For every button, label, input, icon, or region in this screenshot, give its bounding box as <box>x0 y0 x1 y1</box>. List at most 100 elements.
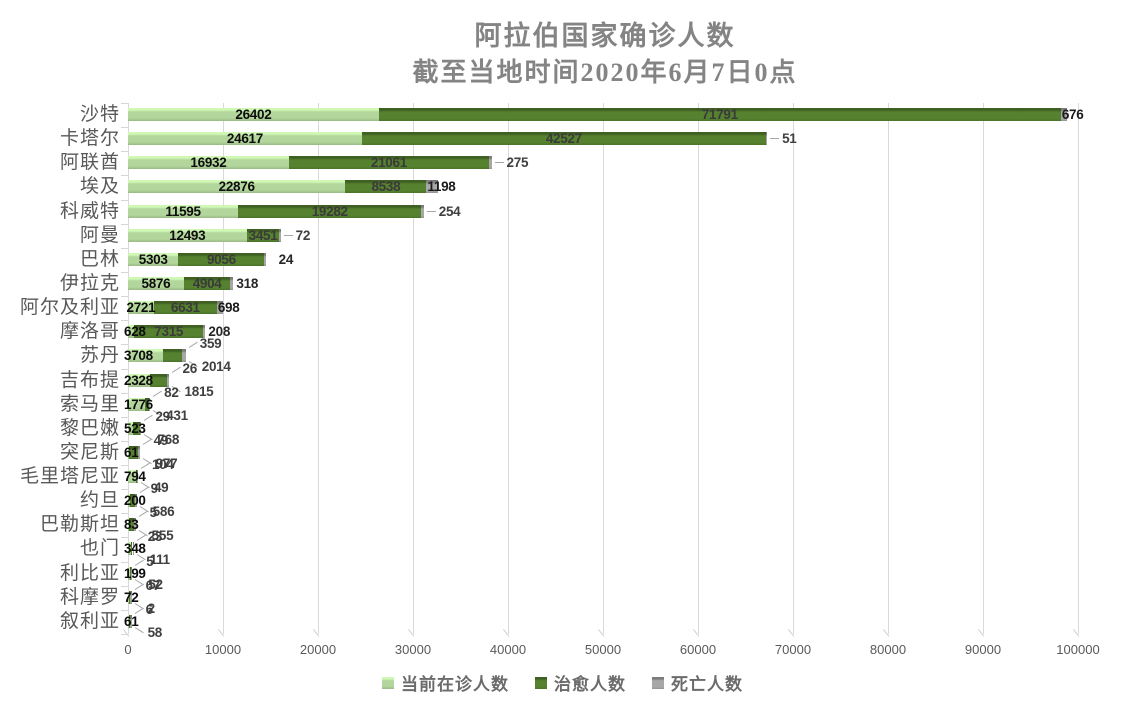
category-axis-tick <box>121 151 128 153</box>
bar-segment-active <box>128 590 130 604</box>
country-label: 苏丹 <box>79 345 120 367</box>
country-label: 约旦 <box>79 490 120 512</box>
legend-item-deaths: 死亡人数 <box>652 670 743 695</box>
country-label: 黎巴嫩 <box>59 417 120 439</box>
category-axis-tick <box>121 344 128 346</box>
bar-segment-deaths <box>765 132 768 146</box>
bar-segment-deaths <box>182 349 186 363</box>
legend-item-cured: 治愈人数 <box>535 670 626 695</box>
bar-segment-deaths <box>148 397 151 411</box>
category-axis-tick <box>121 489 128 491</box>
bar-label-active: 200 <box>124 493 146 509</box>
bar-label-cured: 19282 <box>311 203 348 219</box>
bar-segment-deaths <box>203 325 206 339</box>
country-label: 索马里 <box>59 393 120 415</box>
leader-line <box>426 210 436 212</box>
bar-segment-active <box>128 301 154 315</box>
country-label: 阿尔及利亚 <box>19 297 120 319</box>
bar-label-deaths: 49 <box>153 480 169 496</box>
country-label: 叙利亚 <box>59 610 120 632</box>
country-label: 卡塔尔 <box>59 128 120 150</box>
legend-label-deaths: 死亡人数 <box>671 675 743 694</box>
bar-segment-cured <box>129 518 135 532</box>
bar-row: 1776 431 82 <box>124 385 1078 423</box>
bar-segment-active <box>128 132 362 146</box>
chart-subtitle: 截至当地时间2020年6月7日0点 <box>412 58 798 87</box>
bar-label-cured: 8538 <box>371 179 401 195</box>
bar-label-deaths: 9 <box>150 481 159 497</box>
leader-line <box>494 162 504 164</box>
category-axis-tick <box>121 368 128 370</box>
country-label: 利比亚 <box>59 562 120 584</box>
bar-segment-cured <box>132 421 141 435</box>
bar-segment-active <box>128 470 136 484</box>
bar-segment-deaths <box>264 252 266 266</box>
bar-segment-cured <box>183 276 231 290</box>
bar-label-deaths: 6 <box>145 601 154 617</box>
bar-label-cured: 4904 <box>192 275 222 291</box>
country-label: 阿曼 <box>79 224 120 246</box>
bar-label-active: 3708 <box>124 348 153 364</box>
y-axis-labels: 沙特 卡塔尔 阿联酋 埃及 科威特 阿曼 巴林 伊拉克 阿尔及利亚 摩洛哥 苏丹 吉布提 索马里 黎巴嫩突… <box>0 103 120 634</box>
bar-row: 16932 21061 275 <box>128 151 1078 175</box>
bar-label-cured: 58 <box>147 624 163 640</box>
bar-segment-cured <box>129 566 132 580</box>
bar-label-active: 199 <box>124 565 146 581</box>
bar-segment-active <box>128 252 179 266</box>
bar-row: 5303 9056 24 <box>128 248 1078 272</box>
bar-segment-active <box>128 204 239 218</box>
country-label: 摩洛哥 <box>59 321 120 343</box>
bar-label-cured: 6631 <box>170 300 200 316</box>
x-tick-label: 40000 <box>489 642 527 657</box>
bar-segment-active <box>128 156 289 170</box>
bar-segment-cured <box>178 252 265 266</box>
category-axis-tick <box>121 537 128 539</box>
category-axis-tick <box>121 634 128 635</box>
bar-segment-active <box>128 421 133 435</box>
gridline <box>318 103 319 634</box>
bar-segment-active <box>128 542 132 556</box>
gridline <box>793 103 794 634</box>
bar-segment-active <box>128 373 151 387</box>
bar-segment-active <box>128 108 379 121</box>
bar-label-active: 1776 <box>124 396 153 412</box>
legend: 当前在诊人数 治愈人数 死亡人数 <box>0 670 1125 695</box>
bar-label-deaths: 2 <box>147 600 156 616</box>
x-tick-label: 70000 <box>774 642 812 657</box>
country-label: 突尼斯 <box>59 441 120 463</box>
bar-label-active: 11595 <box>165 203 201 219</box>
bar-segment-deaths <box>132 542 134 556</box>
country-label: 毛里塔尼亚 <box>19 466 120 488</box>
bar-row: 348 23 111 <box>124 529 1078 567</box>
bar-label-deaths: 318 <box>236 275 259 291</box>
bar-label-cured: 431 <box>166 407 188 423</box>
bar-label-cured: 7315 <box>154 324 184 340</box>
bar-segment-deaths <box>421 204 424 218</box>
bar-label-cured: 42527 <box>545 131 582 147</box>
bar-label-cured: 21061 <box>370 155 407 171</box>
bar-label-deaths: 275 <box>506 155 529 171</box>
country-label: 伊拉克 <box>59 272 120 294</box>
bar-label-deaths: 51 <box>782 131 797 147</box>
bar-label-active: 794 <box>124 469 146 485</box>
country-label: 吉布提 <box>59 369 120 391</box>
bar-row: 26402 71791 676 <box>128 103 1084 127</box>
x-tick-label: 20000 <box>299 642 337 657</box>
legend-swatch-deaths <box>652 676 664 689</box>
legend-item-active: 当前在诊人数 <box>382 670 509 695</box>
bar-label-deaths: 676 <box>1061 107 1084 122</box>
bar-segment-deaths <box>135 494 137 508</box>
bar-segment-active <box>128 180 346 194</box>
legend-label-cured: 治愈人数 <box>554 675 626 694</box>
country-label: 埃及 <box>79 176 120 198</box>
leader-line <box>770 138 780 140</box>
leader-line <box>134 626 144 634</box>
bar-label-active: 22876 <box>218 179 255 195</box>
bar-label-active: 2328 <box>124 372 153 388</box>
bar-label-active: 2721 <box>126 300 156 316</box>
category-axis-tick <box>121 223 128 225</box>
chart-title: 阿拉伯国家确诊人数 <box>474 21 736 51</box>
bar-segment-cured <box>129 590 131 604</box>
bar-row: 794 104 49 <box>124 457 1078 495</box>
gridline <box>128 103 129 634</box>
